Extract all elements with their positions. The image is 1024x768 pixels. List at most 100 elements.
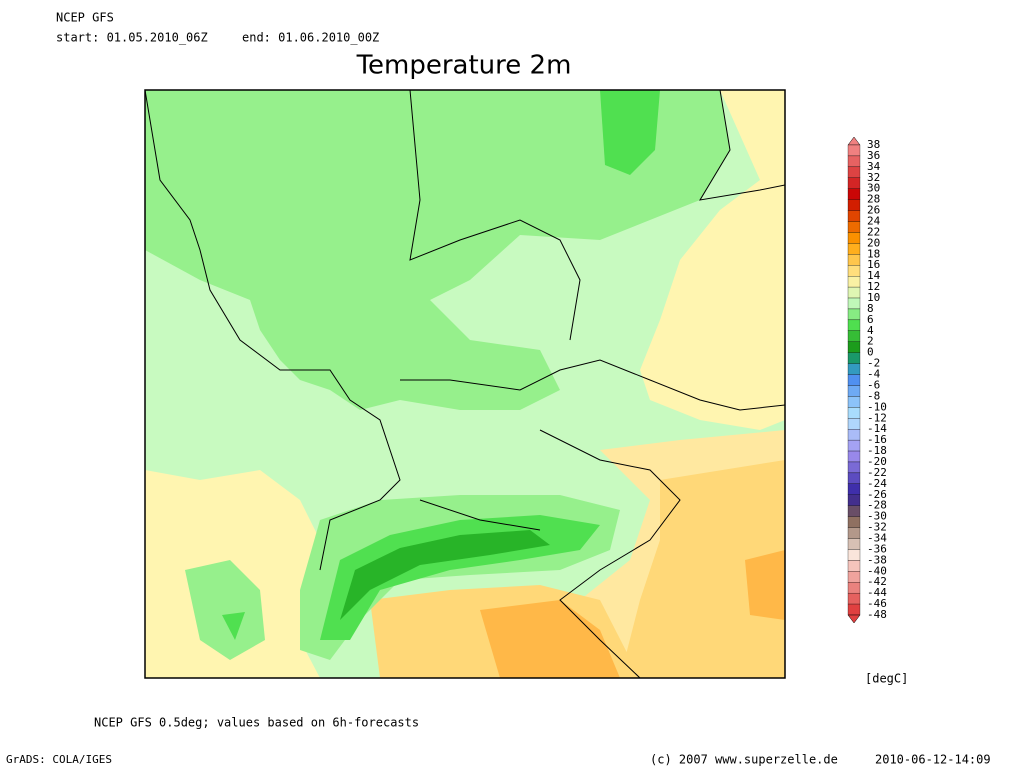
colorbar-tip	[847, 614, 861, 624]
colorbar-swatch	[847, 560, 861, 572]
borders	[145, 90, 785, 678]
colorbar-swatch	[847, 582, 861, 594]
colorbar-swatch	[847, 571, 861, 583]
colorbar-tip	[847, 136, 861, 146]
colorbar-swatch	[847, 265, 861, 277]
colorbar-label: -14	[867, 422, 887, 435]
unit: [degC]	[865, 672, 908, 686]
colorbar-label: -36	[867, 542, 887, 555]
colorbar-swatch	[847, 527, 861, 539]
colorbar-swatch	[847, 144, 861, 157]
colorbar-swatch	[847, 374, 861, 386]
colorbar-label: -24	[867, 477, 887, 490]
colorbar-label: -6	[867, 378, 880, 391]
colorbar-label: 8	[867, 302, 874, 315]
end-time: end: 01.06.2010_00Z	[242, 31, 379, 45]
colorbar-label: -8	[867, 389, 880, 402]
colorbar-swatch	[847, 199, 861, 211]
source: NCEP GFS	[56, 11, 114, 25]
colorbar-swatch	[847, 483, 861, 495]
colorbar-swatch	[847, 407, 861, 419]
colorbar-label: 30	[867, 182, 880, 195]
colorbar-label: -18	[867, 444, 887, 457]
colorbar-swatch	[847, 516, 861, 528]
colorbar-swatch	[847, 341, 861, 353]
colorbar-swatch	[847, 472, 861, 484]
colorbar-swatch	[847, 352, 861, 364]
colorbar-swatch	[847, 254, 861, 266]
colorbar-label: 32	[867, 171, 880, 184]
colorbar-label: -26	[867, 488, 887, 501]
colorbar-label: 4	[867, 324, 874, 337]
colorbar-label: 10	[867, 291, 880, 304]
colorbar-label: -12	[867, 411, 887, 424]
colorbar-swatch	[847, 494, 861, 506]
colorbar-label: 2	[867, 335, 874, 348]
colorbar-label: 34	[867, 160, 881, 173]
start-time: start: 01.05.2010_06Z	[56, 31, 208, 45]
colorbar-label: 6	[867, 313, 874, 326]
colorbar-swatch	[847, 210, 861, 222]
colorbar-label: -28	[867, 499, 887, 512]
colorbar-label: 28	[867, 193, 880, 206]
colorbar-swatch	[847, 221, 861, 233]
colorbar-label: 16	[867, 258, 880, 271]
colorbar-label: -20	[867, 455, 887, 468]
colorbar-label: -44	[867, 586, 887, 599]
colorbar-swatch	[847, 155, 861, 168]
colorbar-swatch	[847, 308, 861, 321]
colorbar-swatch	[847, 385, 861, 397]
colorbar-swatch	[847, 276, 861, 288]
colorbar-label: 26	[867, 204, 880, 217]
colorbar-label: -38	[867, 553, 887, 566]
colorbar-label: -30	[867, 510, 887, 523]
colorbar-label: 24	[867, 215, 881, 228]
colorbar-swatch	[847, 330, 861, 342]
colorbar-label: -4	[867, 368, 881, 381]
colorbar-swatch	[847, 363, 861, 375]
map-frame	[144, 89, 786, 679]
colorbar-label: -42	[867, 575, 887, 588]
colorbar-label: -32	[867, 521, 887, 534]
colorbar-label: -2	[867, 357, 880, 370]
colorbar-label: -10	[867, 400, 887, 413]
colorbar-swatch	[847, 166, 861, 178]
colorbar-label: 36	[867, 149, 880, 162]
colorbar-label: -40	[867, 564, 887, 577]
colorbar-swatch	[847, 592, 861, 605]
colorbar-swatch	[847, 429, 861, 441]
colorbar-label: 38	[867, 138, 880, 151]
copyright: (c) 2007 www.superzelle.de	[650, 753, 838, 767]
colorbar-swatch	[847, 538, 861, 550]
colorbar-swatch	[847, 439, 861, 452]
colorbar-swatch	[847, 297, 861, 310]
colorbar-swatch	[847, 319, 861, 331]
colorbar-swatch	[847, 549, 861, 561]
colorbar-label: -48	[867, 608, 887, 621]
colorbar-label: 14	[867, 269, 881, 282]
colorbar-swatch	[847, 418, 861, 430]
colorbar-swatch	[847, 505, 861, 517]
software: GrADS: COLA/IGES	[6, 753, 112, 766]
colorbar-swatch	[847, 286, 861, 299]
colorbar-swatch	[847, 603, 861, 616]
map	[144, 89, 786, 679]
colorbar: 38363432302826242220181614121086420-2-4-…	[847, 136, 887, 624]
colorbar-label: -46	[867, 597, 887, 610]
timestamp: 2010-06-12-14:09	[875, 753, 991, 767]
colorbar-label: 18	[867, 247, 880, 260]
colorbar-swatch	[847, 450, 861, 463]
colorbar-swatch	[847, 177, 861, 189]
title: Temperature 2m	[356, 51, 572, 81]
colorbar-swatch	[847, 396, 861, 408]
footer-note: NCEP GFS 0.5deg; values based on 6h-fore…	[94, 716, 419, 730]
colorbar-swatch	[847, 461, 861, 474]
colorbar-label: 20	[867, 236, 880, 249]
colorbar-label: 22	[867, 225, 880, 238]
colorbar-swatch	[847, 188, 861, 200]
colorbar-label: -34	[867, 531, 887, 544]
colorbar-label: 0	[867, 346, 874, 359]
colorbar-swatch	[847, 232, 861, 244]
colorbar-swatch	[847, 243, 861, 255]
